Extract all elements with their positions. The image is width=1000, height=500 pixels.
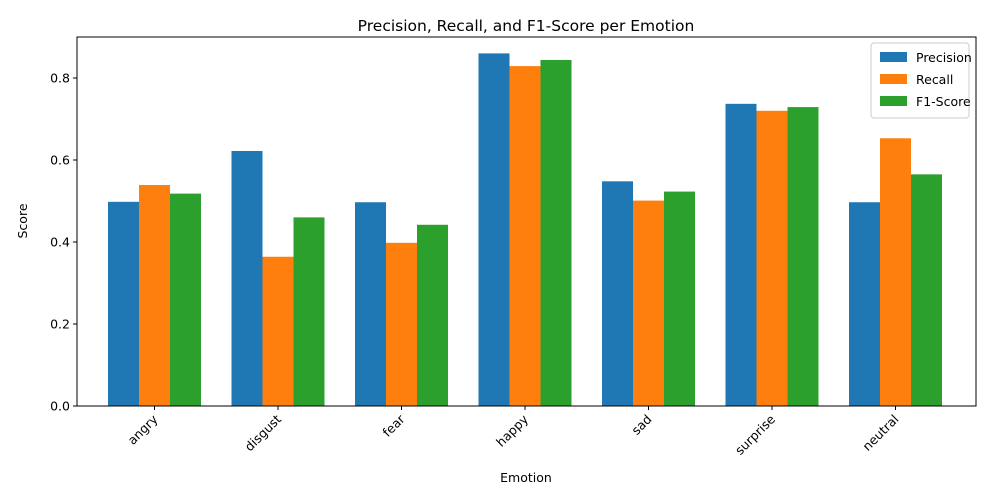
bar-recall-happy bbox=[509, 66, 541, 407]
x-tick-label-sad: sad bbox=[628, 412, 654, 438]
x-tick-label-disgust: disgust bbox=[242, 411, 285, 454]
legend-label: Recall bbox=[916, 72, 953, 87]
y-tick-label: 0.8 bbox=[50, 71, 70, 86]
bar-f1-score-happy bbox=[540, 59, 572, 407]
y-tick-label: 0.0 bbox=[50, 399, 70, 414]
bar-recall-neutral bbox=[880, 138, 911, 406]
y-axis-label: Score bbox=[15, 203, 30, 238]
bar-f1-score-sad bbox=[664, 191, 695, 406]
legend-label: Precision bbox=[916, 50, 972, 65]
bar-recall-surprise bbox=[756, 110, 788, 407]
bar-recall-disgust bbox=[262, 256, 294, 406]
bar-precision-happy bbox=[478, 53, 510, 407]
bar-recall-sad bbox=[633, 200, 664, 406]
legend-swatch-f1-score bbox=[880, 96, 907, 106]
y-tick-label: 0.6 bbox=[50, 153, 70, 168]
bars-group bbox=[108, 53, 942, 407]
legend-swatch-recall bbox=[880, 74, 907, 84]
y-tick-label: 0.4 bbox=[50, 235, 70, 250]
bar-f1-score-disgust bbox=[293, 217, 325, 406]
plot-frame bbox=[76, 36, 977, 407]
x-tick-label-neutral: neutral bbox=[859, 412, 901, 454]
bar-f1-score-surprise bbox=[787, 107, 819, 407]
y-tick-label: 0.2 bbox=[50, 317, 70, 332]
chart-title: Precision, Recall, and F1-Score per Emot… bbox=[358, 17, 695, 35]
x-tick-label-fear: fear bbox=[379, 411, 408, 440]
bar-recall-fear bbox=[386, 242, 417, 406]
legend-label: F1-Score bbox=[916, 94, 971, 109]
bar-precision-surprise bbox=[725, 103, 757, 406]
legend-swatch-precision bbox=[880, 52, 907, 62]
bar-f1-score-neutral bbox=[911, 174, 942, 406]
x-tick-label-happy: happy bbox=[493, 411, 532, 450]
legend: Precision Recall F1-Score bbox=[870, 42, 972, 119]
bar-precision-sad bbox=[602, 181, 633, 406]
x-tick-label-angry: angry bbox=[125, 411, 162, 448]
bar-f1-score-fear bbox=[417, 224, 448, 406]
bar-precision-fear bbox=[355, 202, 386, 406]
bar-precision-disgust bbox=[231, 150, 263, 406]
bar-precision-angry bbox=[108, 201, 139, 406]
y-axis: 0.0 0.2 0.4 0.6 0.8 bbox=[50, 71, 77, 414]
x-axis: angry disgust fear happy sad surprise neutral bbox=[125, 406, 902, 458]
bar-precision-neutral bbox=[849, 202, 880, 406]
bar-f1-score-angry bbox=[170, 193, 201, 406]
x-axis-label: Emotion bbox=[500, 470, 552, 485]
bar-recall-angry bbox=[139, 185, 170, 406]
x-tick-label-surprise: surprise bbox=[732, 411, 778, 457]
